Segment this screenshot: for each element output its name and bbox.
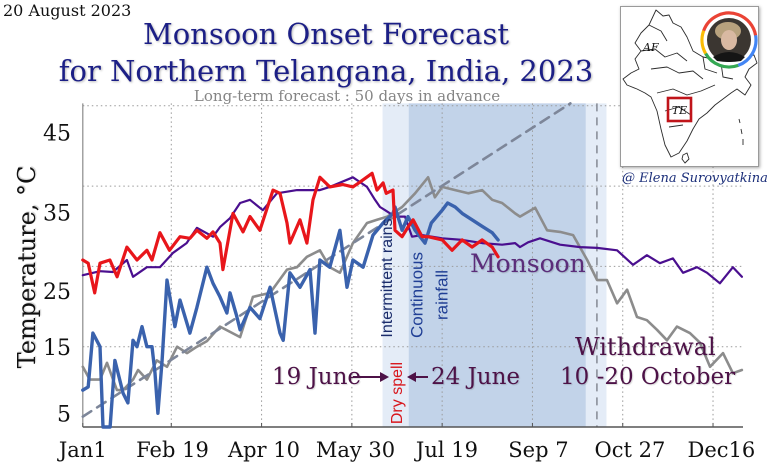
series-gray-dashed-line — [81, 102, 572, 418]
dry-spell-label: Dry spell — [389, 361, 406, 425]
continuous-rainfall-label-line2: rainfall — [432, 269, 452, 321]
tick-labels: Jan1 Feb 19 Apr 10 May 30 Jul 19 Sep 7 Oct 27 D… — [43, 121, 755, 462]
sri-lanka — [681, 152, 690, 164]
report-date: 20 August 2023 — [3, 1, 132, 20]
onset-start-date: 19 June — [272, 364, 362, 390]
y-tick-label: 5 — [57, 403, 71, 428]
intermittent-rains-label: Intermittent rains — [379, 218, 396, 338]
x-tick-label: Apr 10 — [227, 438, 300, 462]
axes — [82, 103, 743, 428]
te-label: TE — [672, 104, 687, 117]
withdrawal-dates: 10 -20 October — [560, 364, 736, 390]
shaded-regions — [382, 103, 607, 428]
series-blue-line — [81, 201, 500, 429]
arrow-left-icon — [407, 372, 428, 382]
avatar-clothes — [713, 52, 745, 62]
series-gray-line — [81, 176, 744, 392]
te-highlight-box — [666, 96, 693, 123]
withdrawal-label: Withdrawal — [575, 333, 716, 361]
series-lines — [81, 102, 744, 429]
avatar-ring-yellow — [700, 11, 758, 69]
continuous-rainfall-label-line1: Continuous — [407, 251, 427, 339]
india-border — [622, 9, 758, 158]
x-tick-label: May 30 — [316, 438, 395, 462]
islands — [738, 118, 744, 145]
y-tick-label: 25 — [43, 280, 71, 305]
x-tick-label: Feb 19 — [136, 438, 209, 462]
india-map-outline: AF TE — [622, 9, 758, 164]
author-credit: @ Elena Surovyatkina — [622, 171, 768, 186]
y-axis-label: Temperature, °C — [13, 165, 41, 369]
monsoon-label: Monsoon — [470, 249, 586, 278]
y-tick-label: 15 — [43, 336, 71, 361]
series-red-line — [81, 171, 500, 295]
x-tick-label: Jan1 — [57, 438, 107, 462]
avatar-face — [721, 30, 737, 50]
chart-title-line1: Monsoon Onset Forecast — [143, 17, 509, 51]
y-tick-label: 35 — [43, 202, 71, 227]
y-tick-label: 45 — [43, 121, 71, 146]
chart-subtitle: Long-term forecast : 50 days in advance — [193, 87, 501, 105]
state-lines — [640, 24, 734, 128]
arrow-right-icon — [353, 372, 389, 382]
x-tick-label: Sep 7 — [508, 438, 568, 462]
onset-end-date: 24 June — [431, 364, 521, 390]
chart-title-line2: for Northern Telangana, India, 2023 — [58, 54, 594, 88]
india-inset-map: AF TE — [620, 6, 759, 167]
af-label: AF — [642, 41, 659, 54]
x-tick-label: Oct 27 — [595, 438, 666, 462]
shaded-region-dark — [408, 103, 586, 428]
x-tick-label: Jul 19 — [414, 438, 478, 462]
avatar — [700, 11, 758, 69]
x-tick-label: Dec16 — [688, 438, 756, 462]
